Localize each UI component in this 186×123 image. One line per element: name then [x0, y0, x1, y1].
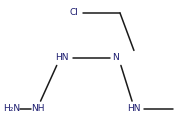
- Text: HN: HN: [127, 104, 141, 113]
- Text: N: N: [112, 53, 119, 62]
- Text: HN: HN: [55, 53, 68, 62]
- Text: Cl: Cl: [70, 8, 79, 17]
- Text: NH: NH: [31, 104, 45, 113]
- Text: H₂N: H₂N: [3, 104, 20, 113]
